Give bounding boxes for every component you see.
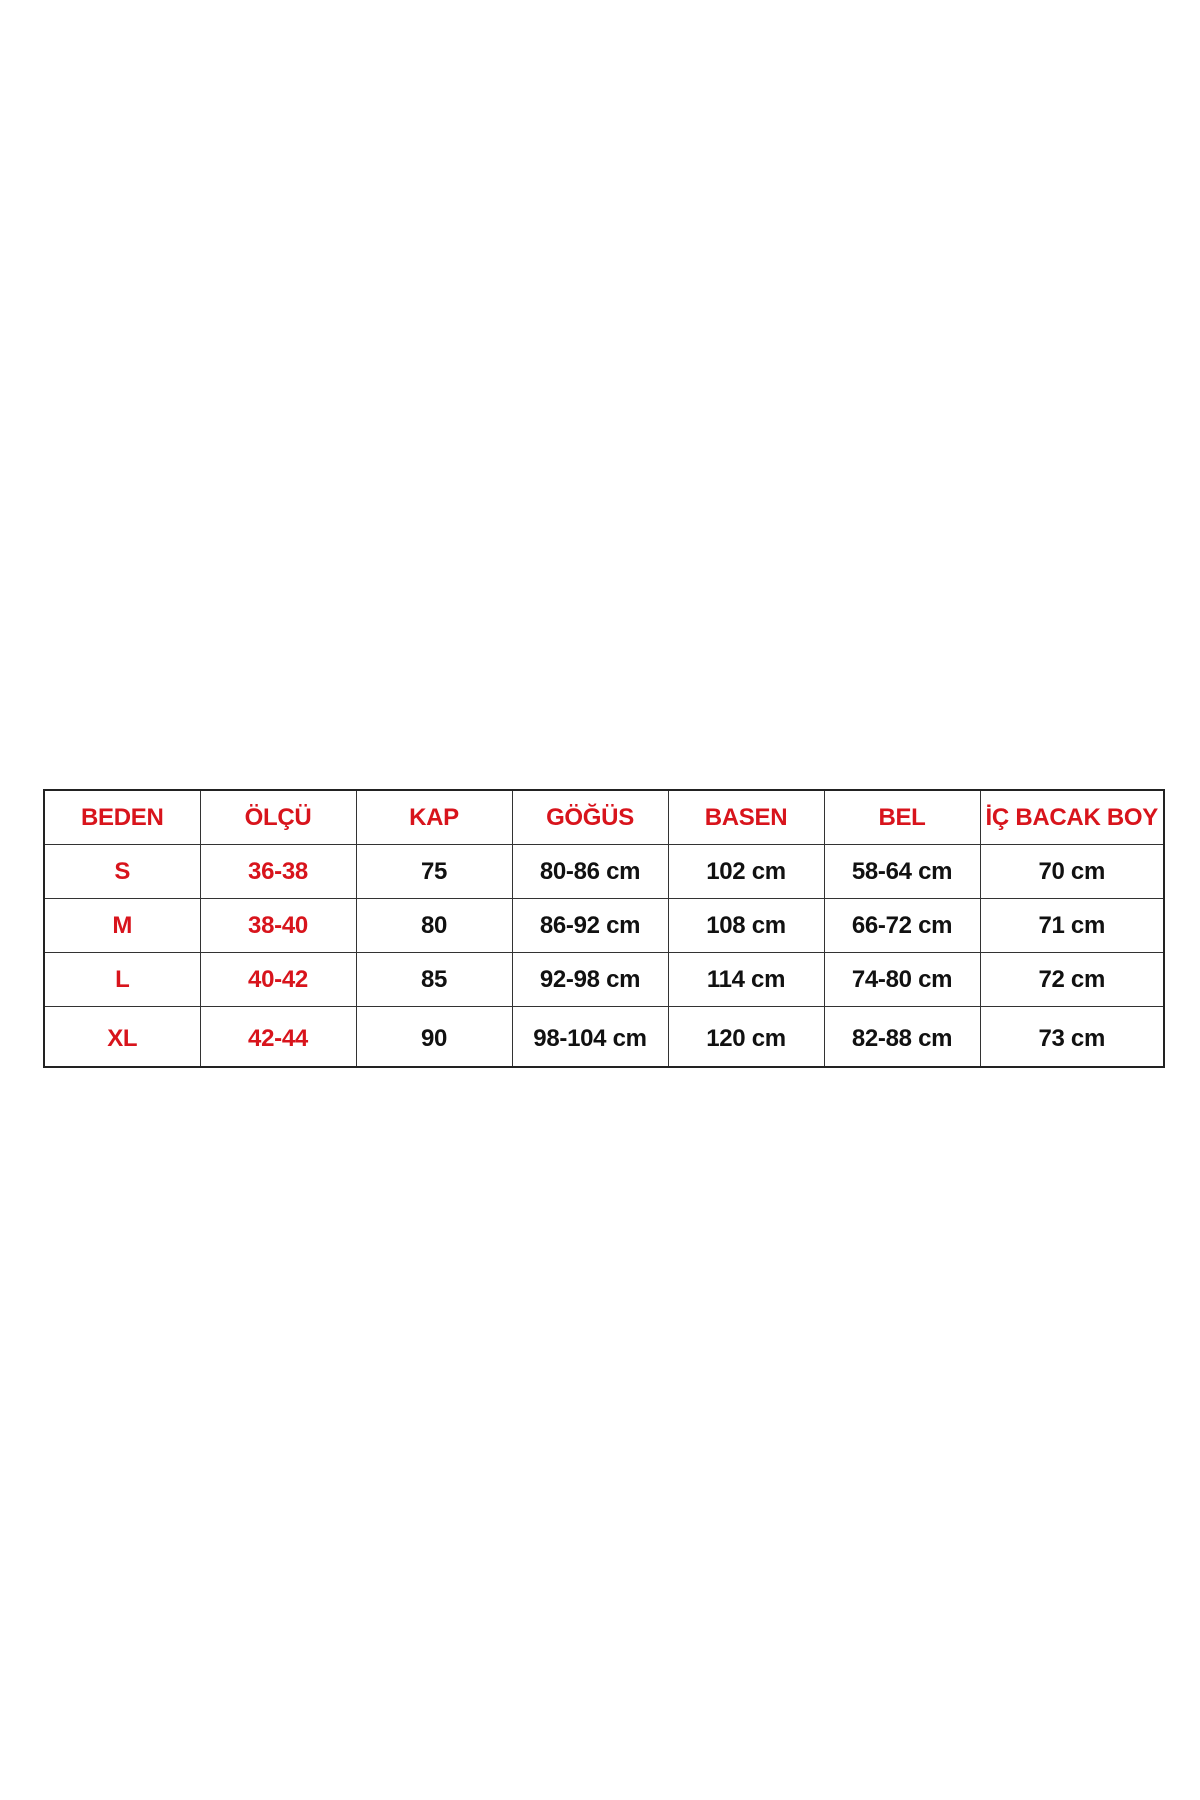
header-olcu: ÖLÇÜ [199, 789, 357, 845]
table-row: XL 42-44 90 98-104 cm 120 cm 82-88 cm 73… [43, 1006, 1165, 1068]
cell-kap: 80 [355, 898, 513, 953]
cell-basen: 102 cm [667, 844, 825, 899]
cell-ic-bacak-boy: 72 cm [979, 952, 1165, 1007]
cell-basen: 120 cm [667, 1006, 825, 1068]
header-bel: BEL [823, 789, 981, 845]
cell-olcu: 38-40 [199, 898, 357, 953]
cell-gogus: 98-104 cm [511, 1006, 669, 1068]
cell-olcu: 42-44 [199, 1006, 357, 1068]
cell-gogus: 80-86 cm [511, 844, 669, 899]
header-kap: KAP [355, 789, 513, 845]
size-chart-table: BEDEN ÖLÇÜ KAP GÖĞÜS BASEN BEL İÇ BACAK … [43, 789, 1165, 1068]
cell-olcu: 40-42 [199, 952, 357, 1007]
cell-size: S [43, 844, 201, 899]
cell-kap: 85 [355, 952, 513, 1007]
cell-olcu: 36-38 [199, 844, 357, 899]
cell-ic-bacak-boy: 71 cm [979, 898, 1165, 953]
cell-kap: 90 [355, 1006, 513, 1068]
cell-kap: 75 [355, 844, 513, 899]
cell-bel: 74-80 cm [823, 952, 981, 1007]
header-beden: BEDEN [43, 789, 201, 845]
cell-basen: 114 cm [667, 952, 825, 1007]
table-row: M 38-40 80 86-92 cm 108 cm 66-72 cm 71 c… [43, 898, 1165, 953]
cell-ic-bacak-boy: 73 cm [979, 1006, 1165, 1068]
cell-gogus: 86-92 cm [511, 898, 669, 953]
cell-size: XL [43, 1006, 201, 1068]
table-row: L 40-42 85 92-98 cm 114 cm 74-80 cm 72 c… [43, 952, 1165, 1007]
header-ic-bacak-boy: İÇ BACAK BOY [979, 789, 1165, 845]
header-row: BEDEN ÖLÇÜ KAP GÖĞÜS BASEN BEL İÇ BACAK … [43, 789, 1165, 845]
table-row: S 36-38 75 80-86 cm 102 cm 58-64 cm 70 c… [43, 844, 1165, 899]
cell-size: L [43, 952, 201, 1007]
cell-bel: 82-88 cm [823, 1006, 981, 1068]
cell-bel: 58-64 cm [823, 844, 981, 899]
cell-ic-bacak-boy: 70 cm [979, 844, 1165, 899]
cell-gogus: 92-98 cm [511, 952, 669, 1007]
header-gogus: GÖĞÜS [511, 789, 669, 845]
cell-bel: 66-72 cm [823, 898, 981, 953]
cell-size: M [43, 898, 201, 953]
header-basen: BASEN [667, 789, 825, 845]
cell-basen: 108 cm [667, 898, 825, 953]
